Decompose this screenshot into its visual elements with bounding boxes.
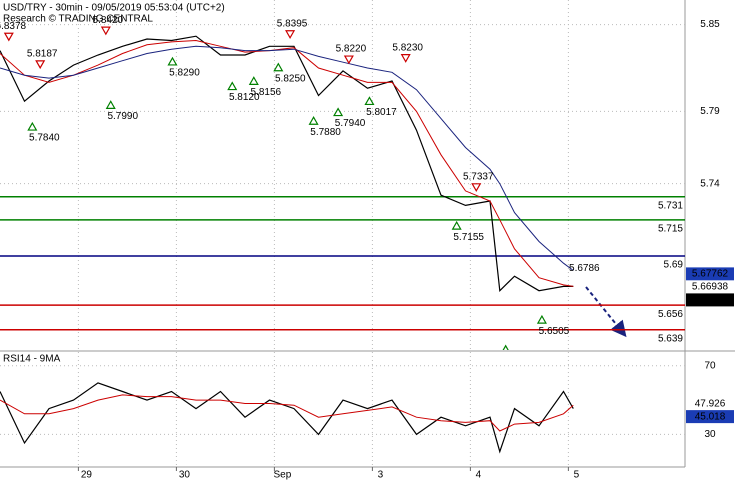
panel: 5.731 5.715 5.69 5.656 5.639 5.8378 5.8187 5.78… <box>0 0 685 350</box>
x-tick-label: 29 <box>81 470 93 480</box>
level-label: 5.639 <box>658 333 683 344</box>
low-marker <box>27 121 38 131</box>
low-label: 5.7155 <box>453 232 484 243</box>
series-line <box>0 35 574 292</box>
high-marker <box>400 54 411 63</box>
series-line <box>0 45 574 271</box>
high-label: 5.8220 <box>336 44 367 55</box>
value-badge <box>686 410 734 424</box>
price-label: 5.6786 <box>569 263 600 274</box>
high-marker <box>3 32 14 42</box>
panel-title: RSI14 - 9MA <box>3 354 61 365</box>
series-line <box>0 394 574 432</box>
watermark: Research © TRADING CENTRAL <box>3 14 153 25</box>
y-tick-label: 5.85 <box>700 19 720 30</box>
high-label: 5.8420 <box>93 15 124 26</box>
low-label: 5.6505 <box>539 326 570 337</box>
value-badge <box>686 397 734 411</box>
series-line <box>0 39 574 287</box>
x-tick-label: 5 <box>574 470 580 480</box>
low-marker <box>308 116 319 125</box>
value-badge-label: 5.6687 <box>695 295 726 306</box>
x-tick-label: 4 <box>476 470 482 480</box>
level-label: 5.715 <box>658 223 683 234</box>
low-marker <box>364 96 375 106</box>
value-badge <box>686 280 734 294</box>
level-label: 5.731 <box>658 200 683 211</box>
low-marker <box>451 220 462 230</box>
low-label: 5.7990 <box>107 111 138 122</box>
low-marker <box>502 344 509 350</box>
y-tick-label: 5.79 <box>700 106 720 117</box>
forecast-arrow <box>585 286 627 338</box>
y-tick-label: 30 <box>704 429 716 440</box>
low-marker <box>105 100 116 109</box>
value-badge-label: 5.67762 <box>692 269 729 280</box>
low-marker <box>167 56 178 66</box>
high-label: 5.8230 <box>392 42 423 53</box>
high-marker <box>100 26 111 36</box>
series-line <box>0 382 574 454</box>
value-badge-label: 47.926 <box>695 398 726 409</box>
high-marker <box>343 55 354 65</box>
level-label: 5.69 <box>664 260 684 271</box>
low-label: 5.8120 <box>229 92 260 103</box>
level-label: 5.656 <box>658 309 683 320</box>
panel <box>0 352 685 467</box>
high-marker <box>471 183 482 192</box>
value-badge-label: 45.018 <box>695 411 726 422</box>
low-label: 5.7880 <box>310 127 341 138</box>
y-tick-label: 70 <box>704 360 716 371</box>
value-badge <box>686 293 734 307</box>
value-badge-label: 5.66938 <box>692 282 729 293</box>
x-tick-label: Sep <box>273 470 291 480</box>
y-tick-label: 5.74 <box>700 178 720 189</box>
high-marker <box>285 30 296 39</box>
value-badge <box>686 267 734 281</box>
low-label: 5.8250 <box>275 73 306 84</box>
high-label: 5.8395 <box>277 18 308 29</box>
high-label: 5.8378 <box>0 21 27 32</box>
low-marker <box>536 314 547 324</box>
chart-title: USD/TRY - 30min - 09/05/2019 05:53:04 (U… <box>3 3 225 14</box>
low-label: 5.8156 <box>251 87 282 98</box>
low-label: 5.7940 <box>335 118 366 129</box>
high-label: 5.7337 <box>463 171 494 182</box>
low-marker <box>227 81 238 91</box>
low-marker <box>273 62 284 72</box>
high-label: 5.8187 <box>27 48 58 59</box>
x-tick-label: 3 <box>378 470 384 480</box>
low-marker <box>333 107 344 117</box>
low-label: 5.7840 <box>29 133 60 144</box>
low-marker <box>248 76 259 85</box>
high-marker <box>35 60 46 70</box>
low-label: 5.8017 <box>366 107 397 118</box>
low-label: 5.8290 <box>169 68 200 79</box>
x-tick-label: 30 <box>179 470 191 480</box>
